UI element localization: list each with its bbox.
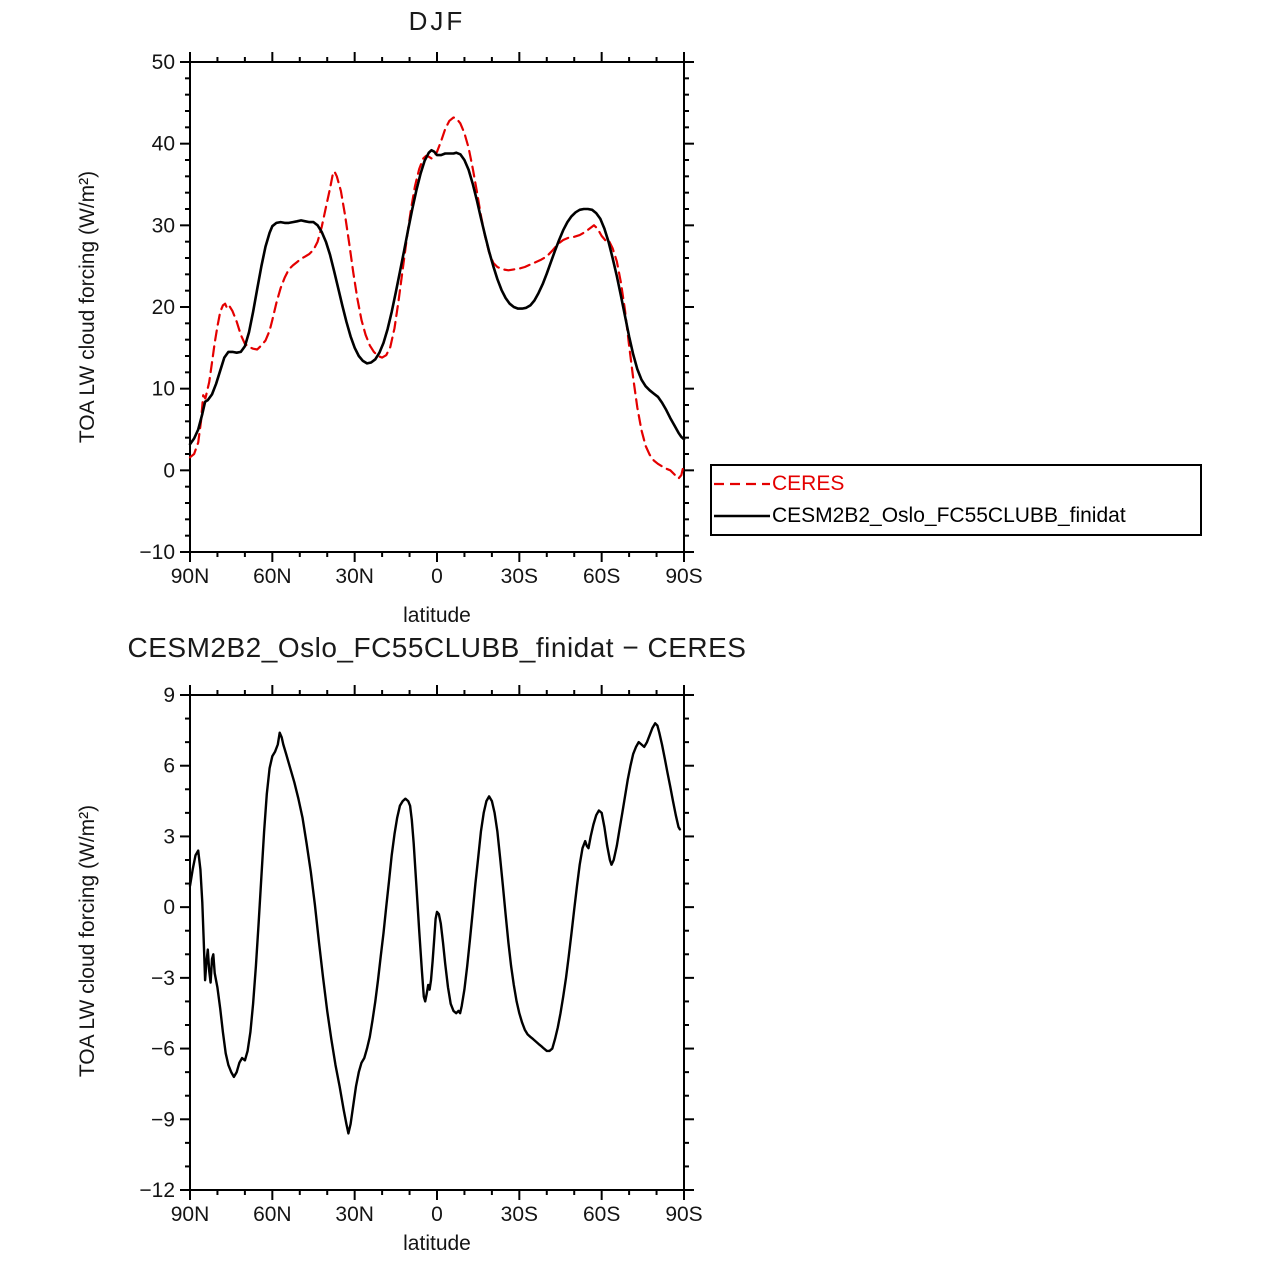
svg-text:90S: 90S (665, 565, 702, 588)
svg-text:3: 3 (163, 825, 175, 848)
difference-y-axis-label: TOA LW cloud forcing (W/m²) (76, 804, 99, 1078)
svg-text:−3: −3 (151, 967, 175, 990)
svg-text:60N: 60N (253, 565, 292, 588)
djf-x-axis-label: latitude (403, 604, 471, 627)
svg-text:−6: −6 (151, 1038, 175, 1061)
svg-text:−10: −10 (139, 541, 175, 564)
svg-text:0: 0 (163, 896, 175, 919)
svg-text:60S: 60S (583, 1203, 620, 1226)
svg-text:6: 6 (163, 755, 175, 778)
svg-text:40: 40 (152, 133, 175, 156)
legend-entry-ceres: CERES (714, 470, 1200, 498)
legend-label-model: CESM2B2_Oslo_FC55CLUBB_finidat (772, 504, 1126, 527)
svg-text:30S: 30S (501, 1203, 538, 1226)
svg-text:90N: 90N (171, 1203, 210, 1226)
svg-text:30N: 30N (335, 1203, 374, 1226)
svg-text:10: 10 (152, 378, 175, 401)
difference-chart-title: CESM2B2_Oslo_FC55CLUBB_finidat − CERES (127, 632, 747, 663)
svg-text:0: 0 (431, 1203, 443, 1226)
model-solid-line-sample (714, 514, 770, 518)
legend-label-ceres: CERES (772, 472, 845, 495)
svg-text:30N: 30N (335, 565, 374, 588)
svg-text:60S: 60S (583, 565, 620, 588)
svg-text:−12: −12 (139, 1179, 175, 1202)
svg-text:50: 50 (152, 51, 175, 74)
legend-entry-model: CESM2B2_Oslo_FC55CLUBB_finidat (714, 502, 1200, 530)
svg-text:90S: 90S (665, 1203, 702, 1226)
djf-y-axis-label: TOA LW cloud forcing (W/m²) (76, 170, 99, 444)
difference-x-axis-label: latitude (403, 1232, 471, 1255)
svg-text:−9: −9 (151, 1108, 175, 1131)
legend-box: CERES CESM2B2_Oslo_FC55CLUBB_finidat (710, 464, 1202, 536)
ceres-dashed-line-sample (714, 482, 770, 486)
svg-text:0: 0 (163, 459, 175, 482)
svg-text:30S: 30S (501, 565, 538, 588)
svg-text:30: 30 (152, 214, 175, 237)
svg-text:60N: 60N (253, 1203, 292, 1226)
djf-chart-title: DJF (408, 6, 466, 36)
svg-text:20: 20 (152, 296, 175, 319)
svg-text:90N: 90N (171, 565, 210, 588)
svg-text:9: 9 (163, 684, 175, 707)
svg-text:0: 0 (431, 565, 443, 588)
